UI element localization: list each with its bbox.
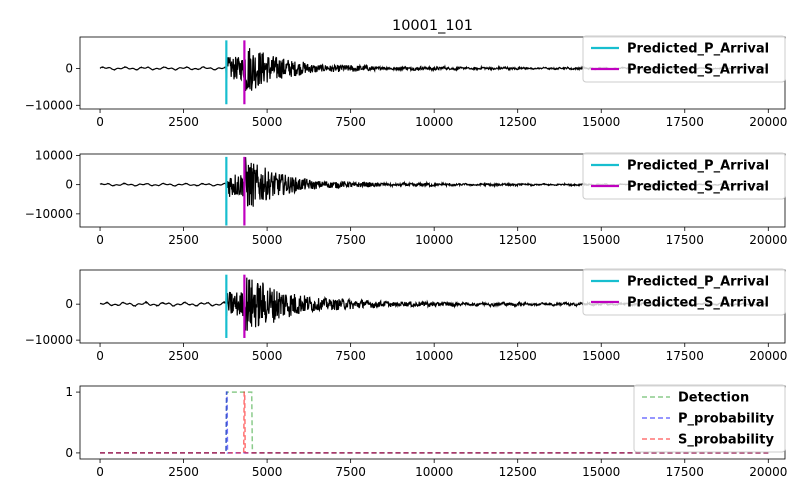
y-tick-label: 0 <box>65 446 73 460</box>
x-tick-label: 17500 <box>666 233 704 247</box>
legend: Detection P_probability S_probability <box>633 384 786 453</box>
s-probability-line <box>100 391 769 454</box>
legend: Predicted_P_Arrival Predicted_S_Arrival <box>582 35 786 83</box>
x-tick-label: 0 <box>96 233 104 247</box>
y-tick-label: −10000 <box>25 333 73 347</box>
plot-area <box>100 391 769 454</box>
legend-box <box>633 384 786 453</box>
x-tick-label: 10000 <box>415 349 453 363</box>
x-tick-label: 2500 <box>168 115 199 129</box>
x-tick-label: 12500 <box>499 349 537 363</box>
x-tick-label: 10000 <box>415 115 453 129</box>
x-tick-label: 17500 <box>666 115 704 129</box>
legend-label: Detection <box>678 391 749 406</box>
subplot-2: 0 2500 5000 7500 10000 12500 15000 17500 20000 −1… <box>25 148 788 247</box>
legend-box <box>582 152 786 200</box>
x-tick-label: 5000 <box>252 349 283 363</box>
legend-label: Predicted_P_Arrival <box>627 42 769 57</box>
legend-label: Predicted_P_Arrival <box>627 159 769 174</box>
x-tick-label: 20000 <box>749 233 787 247</box>
x-tick-label: 7500 <box>335 233 366 247</box>
y-tick-label: 0 <box>65 297 73 311</box>
x-tick-label: 15000 <box>582 115 620 129</box>
x-tick-label: 12500 <box>499 465 537 479</box>
chart-title: 10001_101 <box>392 18 473 34</box>
legend-label: Predicted_S_Arrival <box>627 180 769 195</box>
legend-label: Predicted_P_Arrival <box>627 275 769 290</box>
x-tick-label: 5000 <box>252 115 283 129</box>
x-tick-label: 5000 <box>252 465 283 479</box>
x-tick-label: 7500 <box>335 115 366 129</box>
legend: Predicted_P_Arrival Predicted_S_Arrival <box>582 152 786 200</box>
x-tick-label: 0 <box>96 465 104 479</box>
x-tick-label: 2500 <box>168 349 199 363</box>
x-tick-label: 12500 <box>499 233 537 247</box>
legend: Predicted_P_Arrival Predicted_S_Arrival <box>582 268 786 316</box>
x-tick-label: 10000 <box>415 465 453 479</box>
y-tick-label: 0 <box>65 178 73 192</box>
x-tick-label: 20000 <box>749 349 787 363</box>
x-tick-label: 2500 <box>168 233 199 247</box>
y-tick-label: 0 <box>65 61 73 75</box>
legend-label: Predicted_S_Arrival <box>627 296 769 311</box>
y-tick-label: −10000 <box>25 98 73 112</box>
x-tick-label: 20000 <box>749 465 787 479</box>
x-tick-label: 0 <box>96 349 104 363</box>
y-tick-label: 10000 <box>35 148 73 162</box>
legend-box <box>582 268 786 316</box>
subplot-4: 0 2500 5000 7500 10000 12500 15000 17500 20000 0 1… <box>65 384 787 479</box>
subplot-1: 10001_101 0 2500 5000 7500 10000 12500 15000 175… <box>25 18 788 129</box>
x-tick-label: 15000 <box>582 349 620 363</box>
x-tick-label: 20000 <box>749 115 787 129</box>
subplot-3: 0 2500 5000 7500 10000 12500 15000 17500 20000 −1… <box>25 268 787 363</box>
legend-label: Predicted_S_Arrival <box>627 63 769 78</box>
x-tick-label: 17500 <box>666 465 704 479</box>
x-tick-label: 17500 <box>666 349 704 363</box>
x-tick-label: 10000 <box>415 233 453 247</box>
x-tick-label: 0 <box>96 115 104 129</box>
y-tick-label: 1 <box>65 385 73 399</box>
y-tick-label: −10000 <box>25 207 73 221</box>
x-tick-label: 12500 <box>499 115 537 129</box>
x-tick-label: 15000 <box>582 233 620 247</box>
x-tick-label: 15000 <box>582 465 620 479</box>
x-tick-label: 5000 <box>252 233 283 247</box>
x-tick-label: 7500 <box>335 349 366 363</box>
x-tick-label: 2500 <box>168 465 199 479</box>
legend-label: P_probability <box>678 412 775 427</box>
legend-label: S_probability <box>678 433 774 448</box>
legend-box <box>582 35 786 83</box>
x-tick-label: 7500 <box>335 465 366 479</box>
